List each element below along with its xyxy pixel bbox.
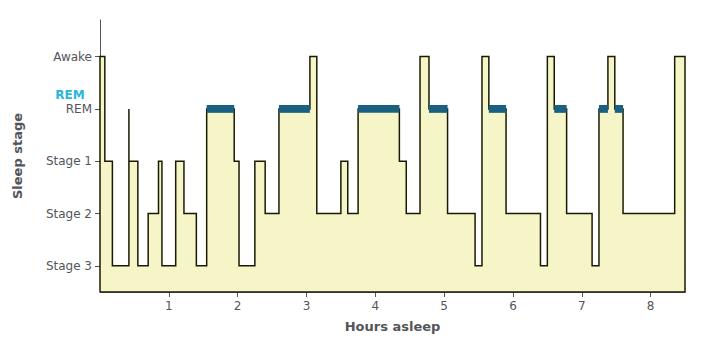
svg-text:8: 8 <box>647 299 655 313</box>
svg-text:REM: REM <box>55 88 84 102</box>
svg-text:Hours asleep: Hours asleep <box>345 319 441 334</box>
svg-text:2: 2 <box>234 299 242 313</box>
svg-text:1: 1 <box>165 299 173 313</box>
svg-text:Awake: Awake <box>53 50 92 64</box>
svg-text:REM: REM <box>66 102 92 116</box>
svg-text:Sleep stage: Sleep stage <box>10 113 25 199</box>
svg-text:Stage 2: Stage 2 <box>46 207 92 221</box>
svg-text:Stage 3: Stage 3 <box>46 259 92 273</box>
svg-text:5: 5 <box>440 299 448 313</box>
svg-text:3: 3 <box>303 299 311 313</box>
svg-text:7: 7 <box>578 299 586 313</box>
svg-text:Stage 1: Stage 1 <box>46 154 92 168</box>
svg-text:4: 4 <box>371 299 379 313</box>
svg-text:6: 6 <box>509 299 517 313</box>
